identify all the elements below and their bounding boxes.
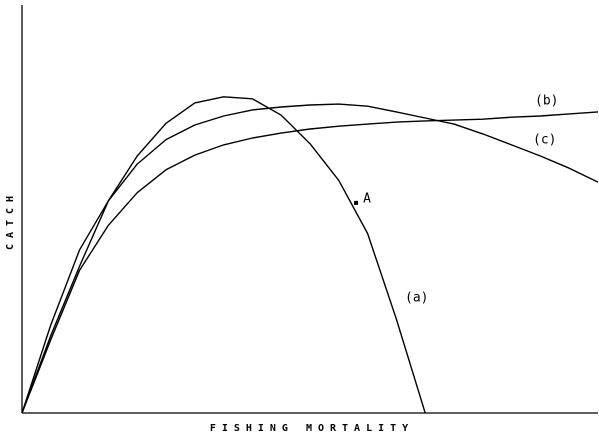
series-label: (c) bbox=[533, 133, 556, 148]
annotation-label: A bbox=[363, 191, 371, 206]
series-line bbox=[21, 103, 599, 414]
x-axis-title: FISHING MORTALITY bbox=[210, 423, 414, 434]
series-label: (b) bbox=[535, 94, 558, 109]
series-line bbox=[21, 96, 426, 414]
y-axis-title: CATCH bbox=[5, 190, 16, 250]
series-label: (a) bbox=[405, 291, 428, 306]
annotation-point bbox=[354, 200, 359, 205]
series-line bbox=[21, 111, 599, 414]
